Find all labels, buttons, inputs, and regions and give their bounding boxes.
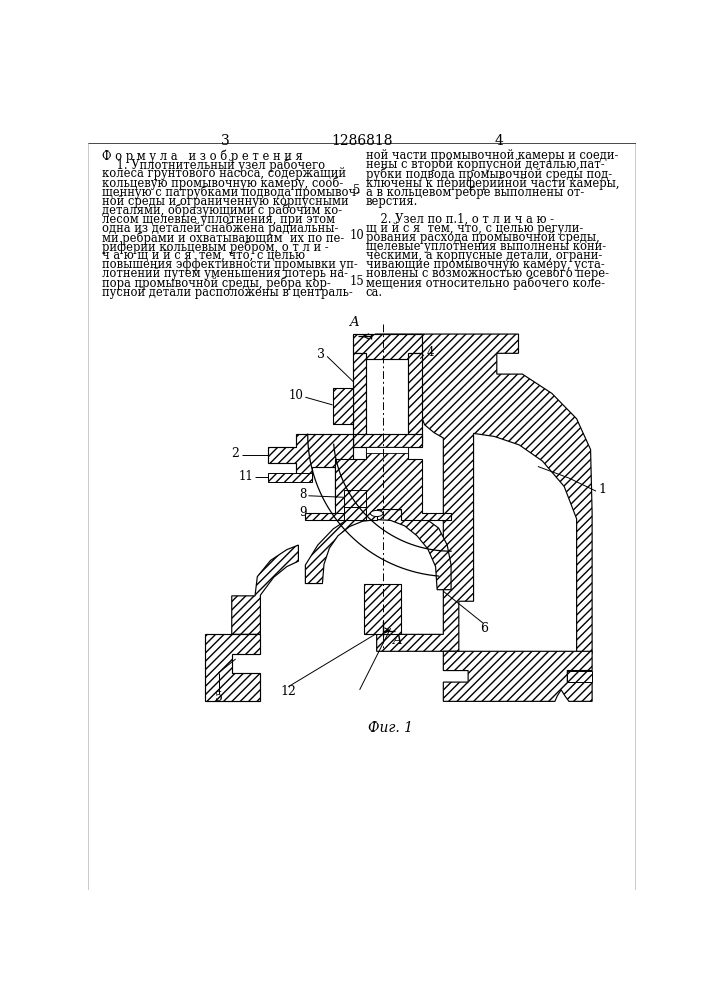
Text: новлены с возможностью осевого пере-: новлены с возможностью осевого пере- [366,267,609,280]
Text: лотнений путем уменьшения потерь на-: лотнений путем уменьшения потерь на- [103,267,349,280]
Text: пусной детали расположены в централь-: пусной детали расположены в централь- [103,286,353,299]
Polygon shape [204,634,260,701]
Text: Ф о р м у л а   и з о б р е т е н и я: Ф о р м у л а и з о б р е т е н и я [103,149,303,163]
Text: деталями, образующими с рабочим ко-: деталями, образующими с рабочим ко- [103,204,342,217]
Text: 11: 11 [239,470,253,483]
Text: 10: 10 [289,389,304,402]
Polygon shape [305,509,451,590]
Text: ч а ю щ и й с я  тем, что, с целью: ч а ю щ и й с я тем, что, с целью [103,249,305,262]
Text: 3: 3 [317,348,325,361]
Polygon shape [567,671,592,682]
Text: са.: са. [366,286,383,299]
Text: 2. Узел по п.1, о т л и ч а ю -: 2. Узел по п.1, о т л и ч а ю - [366,213,554,226]
Text: ключены к периферийной части камеры,: ключены к периферийной части камеры, [366,177,619,190]
Polygon shape [364,584,402,634]
Text: а в кольцевом ребре выполнены от-: а в кольцевом ребре выполнены от- [366,186,584,199]
Polygon shape [344,507,366,520]
Text: 5: 5 [353,184,360,197]
Text: повышения эффективности промывки уп-: повышения эффективности промывки уп- [103,258,358,271]
Ellipse shape [370,510,383,517]
Text: 8: 8 [300,488,307,501]
Polygon shape [268,473,312,482]
Text: чивающие промывочную камеру, уста-: чивающие промывочную камеру, уста- [366,258,604,271]
Polygon shape [354,434,421,447]
Text: 2: 2 [232,447,240,460]
Text: 4: 4 [426,346,434,359]
Polygon shape [408,353,421,443]
Text: нены с второй корпусной деталью,пат-: нены с второй корпусной деталью,пат- [366,158,604,171]
Text: щенную с патрубками подвода промывоч-: щенную с патрубками подвода промывоч- [103,186,361,199]
Polygon shape [268,434,354,507]
Text: 1. Уплотнительный узел рабочего: 1. Уплотнительный узел рабочего [103,158,325,172]
Polygon shape [354,353,366,443]
Text: риферии кольцевым ребром, о т л и -: риферии кольцевым ребром, о т л и - [103,240,329,254]
Text: одна из деталей снабжена радиальны-: одна из деталей снабжена радиальны- [103,222,339,235]
Polygon shape [354,334,421,359]
Text: рубки подвода промывочной среды под-: рубки подвода промывочной среды под- [366,167,612,181]
Text: 6: 6 [479,622,488,635]
Text: лесом щелевые уплотнения, при этом: лесом щелевые уплотнения, при этом [103,213,335,226]
Text: ной части промывочной камеры и соеди-: ной части промывочной камеры и соеди- [366,149,618,162]
Text: 4: 4 [495,134,503,148]
Polygon shape [332,388,354,424]
Text: 5: 5 [215,691,223,704]
Text: мещения относительно рабочего коле-: мещения относительно рабочего коле- [366,276,604,290]
Text: 9: 9 [300,506,307,519]
Text: щелевые уплотнения выполнены кони-: щелевые уплотнения выполнены кони- [366,240,606,253]
Text: ческими, а корпусные детали, ограни-: ческими, а корпусные детали, ограни- [366,249,602,262]
Text: A: A [349,316,358,329]
Text: колеса грунтового насоса, содержащий: колеса грунтового насоса, содержащий [103,167,346,180]
Text: 1286818: 1286818 [331,134,392,148]
Text: ми ребрами и охватывающим  их по пе-: ми ребрами и охватывающим их по пе- [103,231,344,245]
Polygon shape [375,334,592,654]
Polygon shape [344,490,366,507]
Polygon shape [366,447,408,453]
Text: Фиг. 1: Фиг. 1 [368,721,413,735]
Text: кольцевую промывочную камеру, сооб-: кольцевую промывочную камеру, сооб- [103,177,344,190]
Text: верстия.: верстия. [366,195,419,208]
Polygon shape [232,545,298,634]
Text: 15: 15 [349,275,364,288]
Text: 1: 1 [598,483,607,496]
Text: 3: 3 [221,134,230,148]
Text: A: A [392,634,402,647]
Text: пора промывочной среды, ребра кор-: пора промывочной среды, ребра кор- [103,276,331,290]
Text: щ и й с я  тем, что, с целью регули-: щ и й с я тем, что, с целью регули- [366,222,583,235]
Text: ной среды и ограниченную корпусными: ной среды и ограниченную корпусными [103,195,349,208]
Text: 10: 10 [349,229,364,242]
Polygon shape [305,447,451,520]
Text: 12: 12 [281,685,296,698]
Polygon shape [443,651,592,701]
Text: рования расхода промывочной среды,: рования расхода промывочной среды, [366,231,600,244]
